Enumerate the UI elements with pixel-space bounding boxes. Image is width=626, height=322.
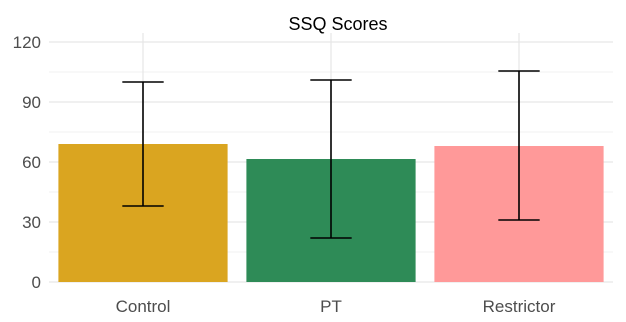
error-bar-restrictor bbox=[498, 70, 540, 221]
x-tick-label: Restrictor bbox=[483, 297, 556, 316]
y-tick-label: 90 bbox=[22, 93, 41, 112]
x-tick-label: PT bbox=[320, 297, 342, 316]
y-tick-label: 0 bbox=[32, 273, 41, 292]
error-bar-pt bbox=[310, 79, 352, 239]
y-tick-label: 120 bbox=[13, 33, 41, 52]
x-tick-label: Control bbox=[116, 297, 171, 316]
y-axis-ticks: 0 30 60 90 120 bbox=[13, 33, 41, 292]
y-tick-label: 60 bbox=[22, 153, 41, 172]
y-tick-label: 30 bbox=[22, 213, 41, 232]
chart-title: SSQ Scores bbox=[288, 14, 387, 34]
x-axis-ticks: Control PT Restrictor bbox=[116, 297, 556, 316]
error-bar-control bbox=[122, 81, 164, 207]
error-bars bbox=[122, 70, 540, 239]
